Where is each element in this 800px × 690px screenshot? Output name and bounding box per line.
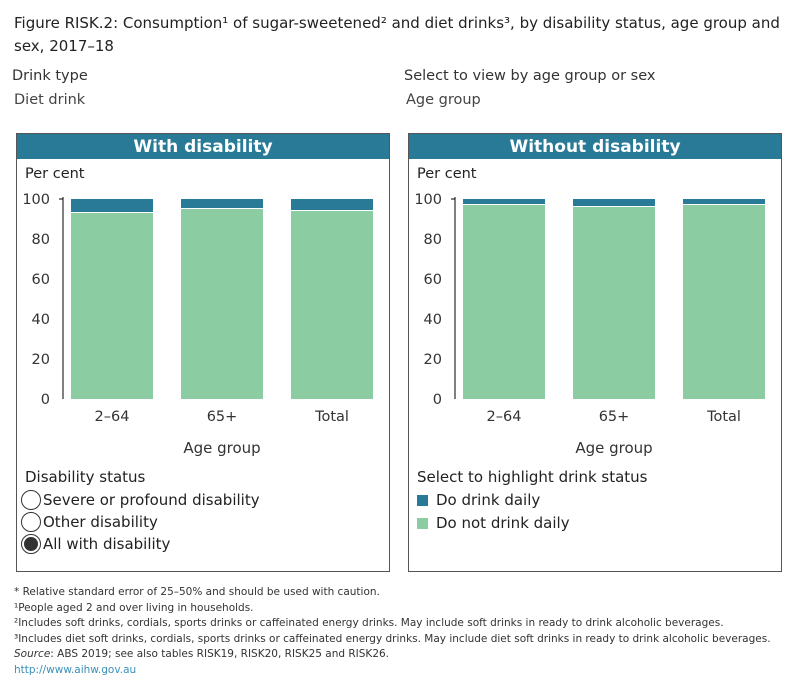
y-axis-label: Per cent [417, 166, 477, 182]
source: Source: ABS 2019; see also tables RISK19… [14, 648, 390, 660]
figure-title: Figure RISK.2: Consumption¹ of sugar-swe… [14, 14, 780, 55]
radio-label: Severe or profound disability [43, 491, 260, 509]
x-tick-label: 65+ [599, 409, 630, 425]
swatch [417, 494, 428, 506]
swatch [417, 517, 428, 529]
y-tick-label: 100 [414, 192, 442, 208]
y-tick-label: 0 [433, 392, 442, 408]
drink-status-title: Select to highlight drink status [417, 468, 648, 486]
note: ³Includes diet soft drinks, cordials, sp… [14, 632, 771, 645]
x-tick-label: Total [314, 409, 349, 425]
drink-type-select[interactable]: Diet drink [14, 92, 86, 108]
bar-daily [291, 199, 373, 210]
radio-severe[interactable]: Severe or profound disability [21, 490, 260, 510]
with-disability-panel: With disability Per cent 0 20 40 60 80 100 2–6… [16, 133, 390, 572]
bar-not-daily [181, 209, 263, 399]
bar-not-daily [573, 207, 655, 399]
y-tick-label: 100 [22, 192, 50, 208]
radio-circle-icon [21, 512, 41, 532]
y-tick-label: 0 [41, 392, 50, 408]
radio-label: Other disability [43, 513, 158, 531]
aihw-link[interactable]: http://www.aihw.gov.au [14, 663, 137, 676]
bar-daily [181, 199, 263, 208]
y-tick-label: 80 [32, 232, 50, 248]
note: ²Includes soft drinks, cordials, sports … [14, 617, 724, 629]
x-tick-label: Total [706, 409, 741, 425]
bar-daily [71, 199, 153, 212]
bar-not-daily [71, 213, 153, 399]
without-disability-panel: Without disability Per cent 0 20 40 60 80 100… [408, 133, 782, 572]
y-tick-label: 60 [32, 272, 50, 288]
legend-label: Do not drink daily [436, 514, 570, 532]
y-tick-label: 20 [424, 352, 442, 368]
bar-daily [683, 199, 765, 204]
radio-all[interactable]: All with disability [21, 534, 170, 554]
drink-type-label: Drink type [12, 68, 88, 84]
disability-status-title: Disability status [25, 468, 146, 486]
chart-with-disability: 0 20 40 60 80 100 2–64 65+ Total Age group [22, 192, 373, 457]
legend-do-drink-daily[interactable]: Do drink daily [417, 491, 540, 509]
legend-do-not-drink-daily[interactable]: Do not drink daily [417, 514, 570, 532]
x-axis-title: Age group [575, 439, 652, 457]
note: * Relative standard error of 25–50% and … [14, 586, 380, 598]
y-tick-label: 20 [32, 352, 50, 368]
legend-label: Do drink daily [436, 491, 541, 509]
radio-label: All with disability [43, 535, 171, 553]
radio-circle-icon [21, 490, 41, 510]
radio-selected-icon [21, 534, 41, 554]
y-tick-label: 40 [424, 312, 442, 328]
y-tick-label: 40 [32, 312, 50, 328]
bar-not-daily [463, 205, 545, 399]
x-axis-title: Age group [183, 439, 260, 457]
bar-daily [463, 199, 545, 204]
y-tick-label: 60 [424, 272, 442, 288]
bar-not-daily [291, 211, 373, 399]
panel-title: Without disability [409, 134, 781, 159]
y-tick-label: 80 [424, 232, 442, 248]
view-select[interactable]: Age group [406, 92, 481, 108]
chart-without-disability: 0 20 40 60 80 100 2–64 65+ Total Age group [414, 192, 765, 457]
y-axis-label: Per cent [25, 166, 85, 182]
x-tick-label: 65+ [207, 409, 238, 425]
bar-daily [573, 199, 655, 206]
x-tick-label: 2–64 [95, 409, 130, 425]
footnotes: * Relative standard error of 25–50% and … [14, 585, 771, 678]
view-label: Select to view by age group or sex [404, 68, 656, 84]
panel-title: With disability [17, 134, 389, 159]
x-tick-label: 2–64 [487, 409, 522, 425]
radio-other[interactable]: Other disability [21, 512, 158, 532]
note: ¹People aged 2 and over living in househ… [14, 601, 254, 614]
bar-not-daily [683, 205, 765, 399]
